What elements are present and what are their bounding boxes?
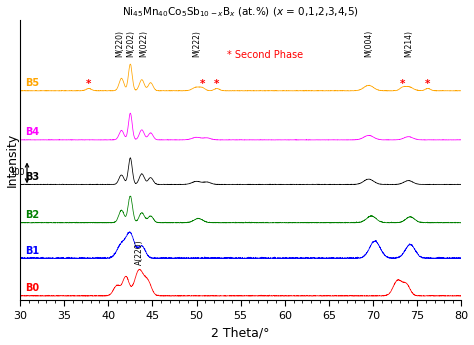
Text: M(202): M(202)	[127, 30, 136, 57]
Text: M(004): M(004)	[364, 30, 373, 57]
Title: Ni$_{45}$Mn$_{40}$Co$_5$Sb$_{10-x}$B$_x$ (at.%) ($x$ = 0,1,2,3,4,5): Ni$_{45}$Mn$_{40}$Co$_5$Sb$_{10-x}$B$_x$…	[122, 6, 359, 19]
Y-axis label: Intensity: Intensity	[6, 133, 18, 187]
Text: *: *	[400, 79, 405, 89]
Text: M(220): M(220)	[115, 30, 124, 57]
Text: B0: B0	[25, 283, 39, 293]
X-axis label: 2 Theta/°: 2 Theta/°	[211, 326, 270, 339]
Text: M(214): M(214)	[404, 30, 413, 57]
Text: M(022): M(022)	[139, 30, 148, 57]
Text: *: *	[200, 79, 205, 89]
Text: B5: B5	[25, 78, 39, 88]
Text: *: *	[214, 79, 219, 89]
Text: *: *	[86, 79, 91, 89]
Text: A(220): A(220)	[135, 239, 144, 265]
Text: B2: B2	[25, 210, 39, 220]
Text: * Second Phase: * Second Phase	[228, 50, 303, 60]
Text: *: *	[425, 79, 430, 89]
Text: B4: B4	[25, 127, 39, 137]
Text: M(222): M(222)	[192, 30, 201, 57]
Text: B3: B3	[25, 172, 39, 182]
Text: B1: B1	[25, 246, 39, 256]
Text: 100: 100	[10, 168, 24, 177]
